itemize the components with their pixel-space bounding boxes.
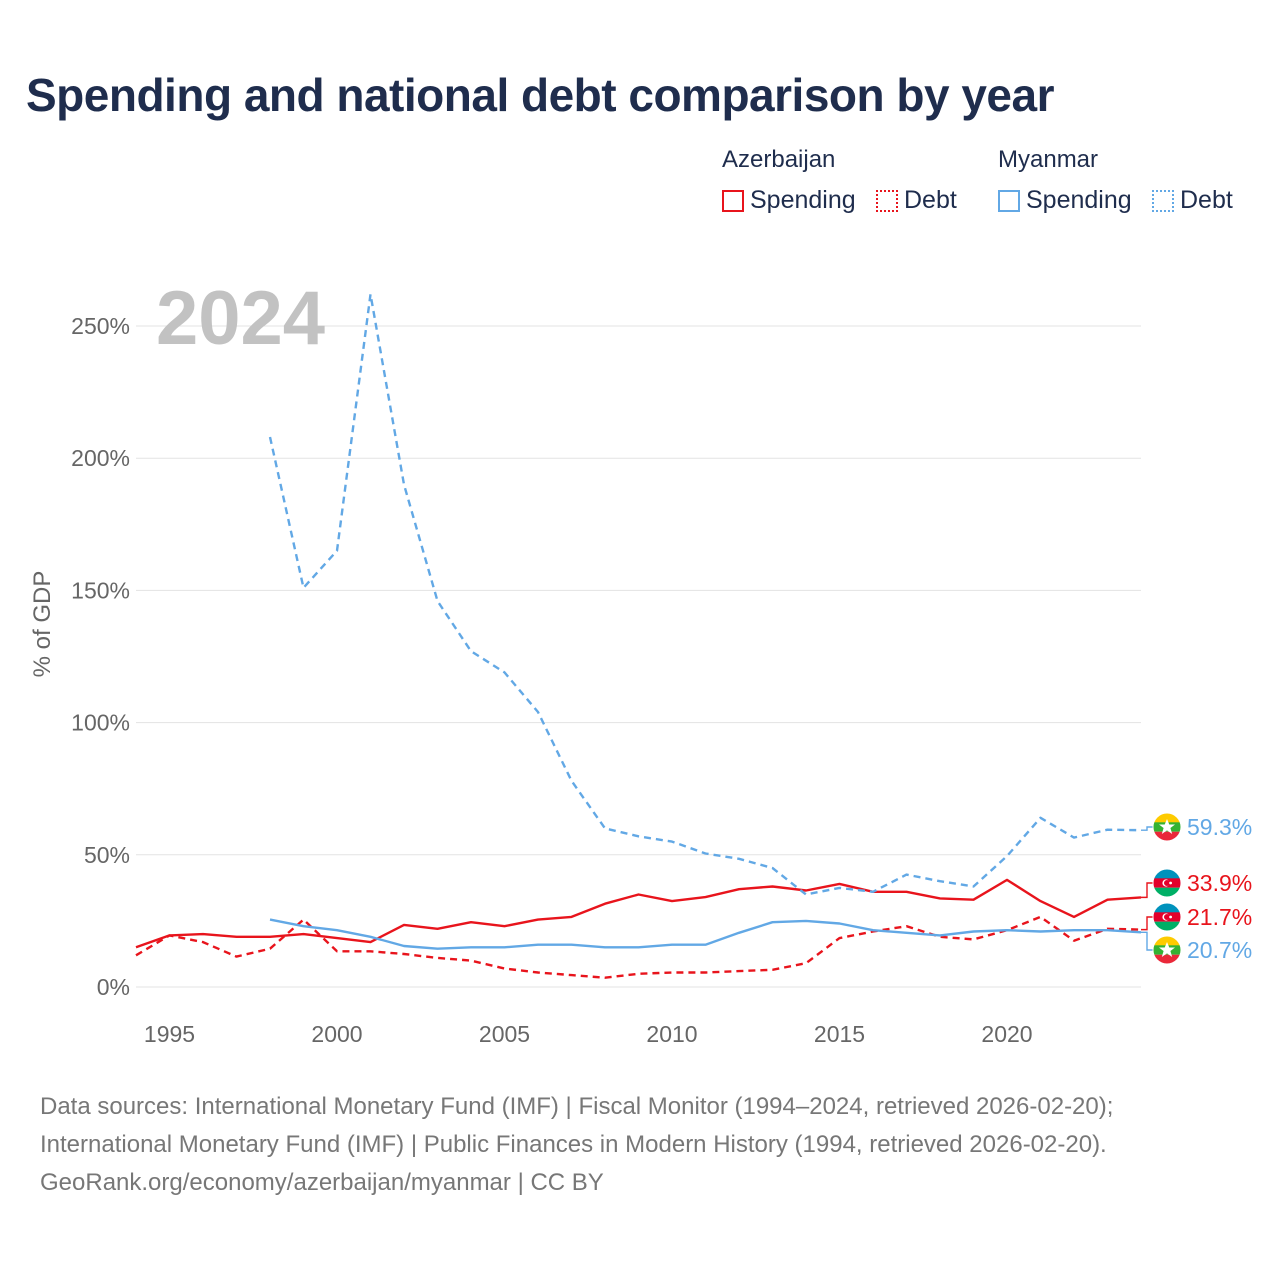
y-tick-label: 150% bbox=[71, 577, 130, 603]
y-axis-label: % of GDP bbox=[29, 571, 56, 678]
source-line-2: International Monetary Fund (IMF) | Publ… bbox=[40, 1131, 1107, 1158]
legend-myanmar-spending[interactable]: Spending bbox=[998, 186, 1132, 215]
legend-azerbaijan-debt[interactable]: Debt bbox=[876, 186, 957, 215]
end-label-value: 59.3% bbox=[1187, 814, 1252, 840]
legend-azerbaijan-spending[interactable]: Spending bbox=[722, 186, 856, 215]
chart-title: Spending and national debt comparison by… bbox=[26, 69, 1055, 121]
end-label-value: 20.7% bbox=[1187, 937, 1252, 963]
y-tick-label: 200% bbox=[71, 445, 130, 471]
end-label-connector bbox=[1141, 931, 1153, 951]
legend-group-myanmar: Myanmar bbox=[998, 146, 1099, 173]
azerbaijan-flag-icon bbox=[1152, 902, 1182, 932]
x-tick-label: 2005 bbox=[479, 1021, 530, 1047]
gridlines bbox=[136, 325, 1141, 988]
series-line-azerbaijan-spending[interactable] bbox=[135, 878, 1142, 949]
myanmar-flag-icon bbox=[1152, 935, 1182, 965]
source-line-3[interactable]: GeoRank.org/economy/azerbaijan/myanmar |… bbox=[40, 1169, 604, 1196]
legend-myanmar-debt[interactable]: Debt bbox=[1152, 186, 1233, 215]
legend-label: Spending bbox=[750, 186, 856, 214]
end-label-value: 21.7% bbox=[1187, 904, 1252, 930]
y-tick-label: 0% bbox=[97, 974, 130, 1000]
x-tick-label: 1995 bbox=[144, 1021, 195, 1047]
y-tick-label: 250% bbox=[71, 313, 130, 339]
data-sources: Data sources: International Monetary Fun… bbox=[40, 1088, 1113, 1202]
x-tick-label: 2010 bbox=[646, 1021, 697, 1047]
legend-label: Debt bbox=[1180, 186, 1233, 214]
end-label-connector bbox=[1141, 916, 1153, 931]
y-axis-ticks: 0% 50% 100% 150% 200% 250% bbox=[71, 313, 130, 1000]
legend-label: Debt bbox=[904, 186, 957, 214]
azerbaijan-flag-icon bbox=[1152, 868, 1182, 898]
end-label-connector bbox=[1141, 882, 1153, 899]
legend-swatch-solid-red bbox=[722, 189, 744, 212]
y-tick-label: 50% bbox=[84, 842, 130, 868]
year-watermark: 2024 bbox=[156, 276, 325, 361]
x-tick-label: 2000 bbox=[311, 1021, 362, 1047]
source-line-1: Data sources: International Monetary Fun… bbox=[40, 1093, 1114, 1120]
legend-swatch-solid-blue bbox=[998, 189, 1020, 212]
y-tick-label: 100% bbox=[71, 710, 130, 736]
end-labels: 59.3% 33.9% 21.7% 20.7% bbox=[1141, 812, 1252, 965]
legend-swatch-dotted-blue bbox=[1152, 189, 1174, 212]
legend-swatch-dotted-red bbox=[876, 189, 898, 212]
x-tick-label: 2020 bbox=[981, 1021, 1032, 1047]
series-line-myanmar-debt[interactable] bbox=[268, 293, 1142, 896]
series-lines bbox=[135, 293, 1142, 979]
end-label-connector bbox=[1141, 826, 1153, 831]
end-label-value: 33.9% bbox=[1187, 870, 1252, 896]
myanmar-flag-icon bbox=[1152, 812, 1182, 842]
legend-group-azerbaijan: Azerbaijan bbox=[722, 146, 836, 173]
x-tick-label: 2015 bbox=[814, 1021, 865, 1047]
series-line-myanmar-spending[interactable] bbox=[269, 918, 1142, 950]
x-axis-ticks: 1995 2000 2005 2010 2015 2020 bbox=[144, 1021, 1033, 1047]
legend-label: Spending bbox=[1026, 186, 1132, 214]
